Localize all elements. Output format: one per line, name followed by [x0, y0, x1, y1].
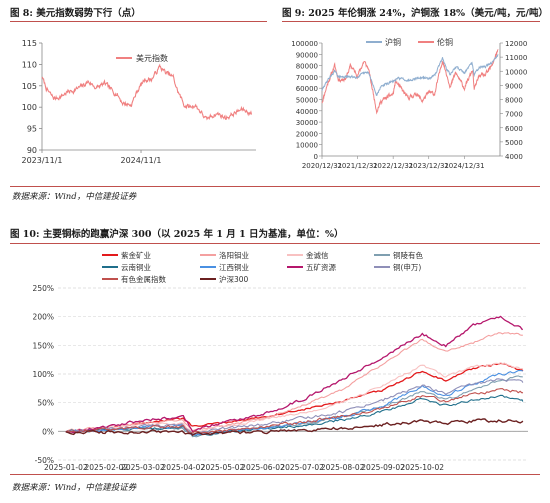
- fig10-x-tick-label: 2025-09-02: [361, 463, 405, 471]
- fig10-title-rule: [10, 243, 540, 244]
- fig9-title: 图 9: 2025 年伦铜涨 24%，沪铜涨 18%（美元/吨，元/吨）: [282, 8, 549, 19]
- fig10-legend-label: 洛阳钼业: [219, 250, 249, 260]
- fig10-y-tick-label: 100%: [33, 370, 54, 379]
- fig10-y-tick-label: 150%: [33, 341, 54, 350]
- fig10-legend-label: 五矿资源: [306, 262, 336, 272]
- fig9-right-tick-label: 8000: [505, 97, 523, 105]
- fig8-x-tick-label: 2023/11/1: [21, 156, 62, 165]
- fig10-legend-label: 铜(申万): [393, 262, 421, 272]
- fig9-left-tick-label: 50000: [296, 97, 318, 105]
- fig9-left-tick-label: 70000: [296, 74, 318, 82]
- fig8-y-tick-label: 115: [22, 39, 37, 48]
- fig10-legend-label: 铜陵有色: [393, 250, 423, 260]
- fig10-x-tick-label: 2025-06-02: [241, 463, 285, 471]
- fig9-x-tick-label: 2020/12/31: [302, 162, 342, 170]
- fig8-title: 图 8: 美元指数弱势下行（点）: [10, 8, 141, 19]
- fig9-x-tick-label: 2023/12/31: [409, 162, 449, 170]
- fig10-y-tick-label: 50%: [37, 399, 54, 408]
- fig10-x-tick-label: 2025-05-02: [201, 463, 245, 471]
- fig9-series-lme: [321, 49, 499, 115]
- fig10-y-tick-label: 250%: [33, 284, 54, 293]
- fig9-title-rule: [282, 21, 540, 22]
- fig10-legend-label: 金诚信: [306, 250, 329, 260]
- fig10-title: 图 10: 主要铜标的跑赢沪深 300（以 2025 年 1 月 1 日为基准，…: [10, 229, 344, 240]
- fig9-left-tick-label: 90000: [296, 51, 318, 59]
- fig9-left-tick-label: 20000: [296, 130, 318, 138]
- fig8-y-tick-label: 95: [27, 125, 37, 134]
- fig10-legend-label: 沪深300: [219, 274, 249, 284]
- fig9-legend-label-shcu: 沪铜: [385, 37, 401, 47]
- fig10-series-line: [65, 388, 524, 434]
- fig8-y-tick-label: 105: [22, 82, 37, 91]
- fig9-right-tick-label: 9000: [505, 82, 523, 90]
- fig10-y-tick-label: 0%: [42, 427, 54, 436]
- fig9-left-tick-label: 30000: [296, 119, 318, 127]
- fig10-x-tick-label: 2025-04-02: [162, 463, 206, 471]
- fig8-y-tick-label: 90: [27, 146, 37, 155]
- fig8-y-tick-label: 100: [22, 103, 37, 112]
- fig10-x-tick-label: 2025-03-02: [121, 463, 165, 471]
- fig10-legend-label: 云南铜业: [121, 262, 151, 272]
- top-source-rule: [10, 186, 540, 187]
- fig10-source: 数据来源：Wind，中信建投证券: [12, 483, 137, 493]
- fig9-left-tick-label: 0: [314, 153, 318, 161]
- fig9-x-tick-label: 2024/12/31: [444, 162, 484, 170]
- fig9-right-tick-label: 11000: [505, 54, 527, 62]
- fig10-source-rule: [10, 474, 540, 475]
- fig9-series-shcu: [321, 54, 499, 96]
- top-source: 数据来源：Wind，中信建投证券: [12, 192, 137, 202]
- fig10-legend-label: 紫金矿业: [121, 250, 151, 260]
- fig9-left-tick-label: 40000: [296, 108, 318, 116]
- fig10-legend-label: 有色金属指数: [121, 274, 166, 284]
- fig10-series-line: [65, 332, 524, 433]
- fig10-series-line: [65, 378, 524, 435]
- fig10-x-tick-label: 2025-08-02: [321, 463, 365, 471]
- fig9-x-tick-label: 2022/12/31: [373, 162, 413, 170]
- fig8-y-tick-label: 110: [22, 60, 37, 69]
- fig8-x-tick-label: 2024/11/1: [121, 156, 162, 165]
- fig10-x-tick-label: 2025-02-02: [85, 463, 129, 471]
- fig10-x-tick-label: 2025-01-02: [44, 463, 88, 471]
- fig10-x-tick-label: 2025-10-02: [400, 463, 444, 471]
- fig9-right-tick-label: 12000: [505, 40, 527, 48]
- fig9-left-tick-label: 10000: [296, 142, 318, 150]
- fig9-x-tick-label: 2021/12/31: [337, 162, 377, 170]
- fig8-legend-label: 美元指数: [136, 53, 168, 63]
- fig10-y-tick-label: -50%: [35, 456, 54, 465]
- fig9-right-tick-label: 4000: [505, 153, 523, 161]
- fig9-right-tick-label: 6000: [505, 125, 523, 133]
- fig10-legend-label: 江西铜业: [219, 262, 249, 272]
- fig10-series-line: [65, 362, 524, 434]
- fig10-chart: -50%0%50%100%150%200%250%2025-01-022025-…: [33, 250, 528, 471]
- fig9-left-tick-label: 100000: [291, 40, 318, 48]
- fig9-right-tick-label: 5000: [505, 139, 523, 147]
- fig10-series-line: [65, 418, 524, 437]
- fig10-x-tick-label: 2025-07-02: [280, 463, 324, 471]
- fig9-right-tick-label: 7000: [505, 111, 523, 119]
- fig9-right-tick-label: 10000: [505, 68, 527, 76]
- fig9-left-tick-label: 60000: [296, 85, 318, 93]
- fig8-chart: 90 95 100 105 110 115 2023/11/1 2024/11/1 美元指数: [21, 39, 256, 165]
- fig9-legend-label-lme: 伦铜: [437, 37, 453, 47]
- fig10-y-tick-label: 200%: [33, 313, 54, 322]
- fig8-title-rule: [10, 21, 267, 22]
- fig8-series-line: [41, 63, 253, 121]
- fig10-series-line: [65, 315, 523, 434]
- fig9-left-tick-label: 80000: [296, 63, 318, 71]
- fig9-chart: 0 10000 20000 30000 40000 50000 60000 70000 8000…: [291, 37, 527, 170]
